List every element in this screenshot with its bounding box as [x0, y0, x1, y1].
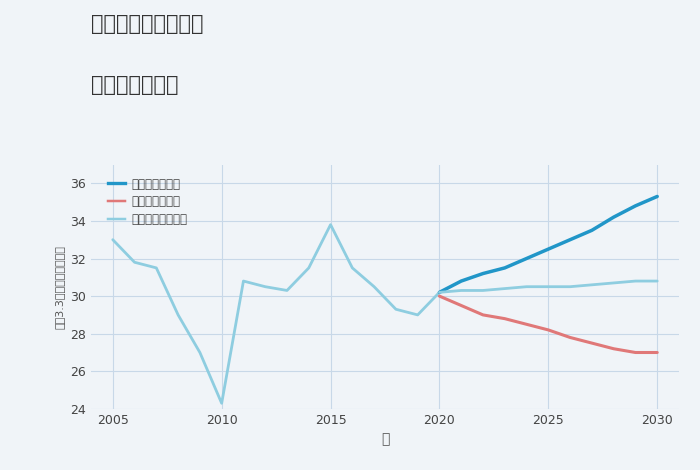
X-axis label: 年: 年 [381, 432, 389, 446]
Text: 土地の価格推移: 土地の価格推移 [91, 75, 178, 95]
Y-axis label: 坪（3.3㎡）単価（万円）: 坪（3.3㎡）単価（万円） [55, 245, 64, 329]
Text: 兵庫県姫路市北原の: 兵庫県姫路市北原の [91, 14, 204, 34]
Legend: グッドシナリオ, バッドシナリオ, ノーマルシナリオ: グッドシナリオ, バッドシナリオ, ノーマルシナリオ [103, 173, 192, 231]
